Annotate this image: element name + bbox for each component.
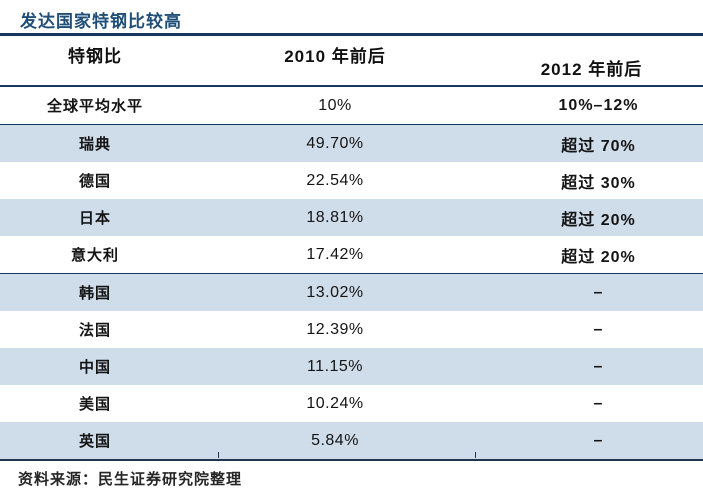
- cell-entity: 韩国: [0, 273, 190, 311]
- table-row: 德国 22.54% 超过 30%: [0, 162, 703, 199]
- cell-2010-value: 49.70%: [190, 124, 480, 162]
- cell-entity: 全球平均水平: [0, 86, 190, 125]
- cell-entity: 英国: [0, 422, 190, 460]
- cell-entity: 美国: [78, 396, 111, 413]
- header-row: 特钢比 2010 年前后 2012 年前后: [0, 34, 703, 87]
- table-row: 意大利 17.42% 超过 20%: [0, 236, 703, 274]
- cell-2012-value: 超过 30%: [561, 174, 636, 192]
- table-row: 瑞典 49.70% 超过 70%: [0, 124, 703, 162]
- cell-2012-value: –: [593, 394, 604, 412]
- table-row: 韩国 13.02% –: [0, 273, 703, 311]
- cell-2012-value: –: [480, 422, 703, 460]
- cell-2010-value: 5.84%: [190, 422, 480, 460]
- cell-entity: 意大利: [0, 236, 190, 274]
- table-row: 英国 5.84% –: [0, 422, 703, 460]
- cell-entity: 瑞典: [0, 124, 190, 162]
- cell-2012-value: –: [480, 273, 703, 311]
- header-cell-entity: 特钢比: [0, 34, 190, 87]
- cell-2010-value: 12.39%: [306, 320, 364, 338]
- table-row: 全球平均水平 10% 10%–12%: [0, 86, 703, 125]
- cell-2010-value: 10%: [190, 86, 480, 125]
- cell-2010-value: 18.81%: [190, 199, 480, 236]
- column-boundary-tick: [475, 452, 476, 458]
- table-body: 全球平均水平 10% 10%–12% 瑞典 49.70% 超过 70% 德国 2…: [0, 86, 703, 460]
- table-row: 美国 10.24% –: [0, 385, 703, 422]
- table-row: 日本 18.81% 超过 20%: [0, 199, 703, 236]
- cell-2012-value: 超过 20%: [480, 236, 703, 274]
- data-source-note: 资料来源：民生证券研究院整理: [18, 471, 243, 488]
- cell-entity: 法国: [78, 322, 111, 339]
- cell-2010-value: 10.24%: [306, 394, 364, 412]
- cell-2012-value: –: [480, 348, 703, 385]
- cell-2012-value: 超过 20%: [480, 199, 703, 236]
- special-steel-ratio-table: 特钢比 2010 年前后 2012 年前后 全球平均水平 10% 10%–12%…: [0, 33, 703, 461]
- cell-entity: 德国: [78, 173, 111, 190]
- column-boundary-tick: [218, 452, 219, 458]
- header-cell-2010: 2010 年前后: [190, 34, 480, 87]
- table-row: 中国 11.15% –: [0, 348, 703, 385]
- cell-2010-value: 22.54%: [306, 171, 364, 189]
- header-cell-2012: 2012 年前后: [480, 34, 703, 87]
- figure-title: 发达国家特钢比较高: [20, 12, 182, 31]
- table-header: 特钢比 2010 年前后 2012 年前后: [0, 34, 703, 87]
- cell-2012-value: 10%–12%: [480, 86, 703, 125]
- cell-entity: 中国: [0, 348, 190, 385]
- cell-2010-value: 13.02%: [190, 273, 480, 311]
- cell-2010-value: 17.42%: [190, 236, 480, 274]
- cell-2012-value: –: [593, 320, 604, 338]
- table-row: 法国 12.39% –: [0, 311, 703, 348]
- cell-entity: 日本: [0, 199, 190, 236]
- cell-2012-value: 超过 70%: [480, 124, 703, 162]
- cell-2010-value: 11.15%: [190, 348, 480, 385]
